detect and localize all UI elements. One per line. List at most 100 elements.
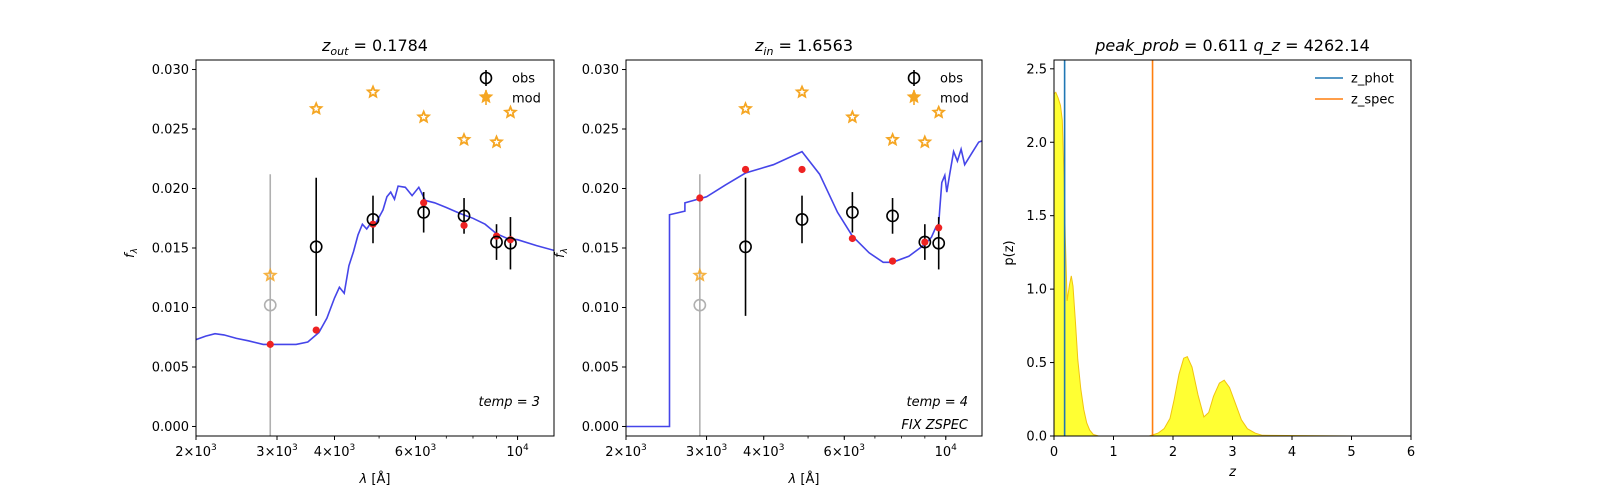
obs-point-5 xyxy=(490,235,503,249)
legend-mod-marker xyxy=(478,89,494,104)
annotation-0: temp = 3 xyxy=(479,395,540,410)
ytick-label-3: 1.5 xyxy=(1026,209,1047,224)
plot-area xyxy=(196,84,554,436)
obs-point-4 xyxy=(886,209,899,223)
ytick-label-2: 0.010 xyxy=(582,301,619,316)
xtick-label-2: 4×103 xyxy=(314,443,355,460)
legend-mod-label: mod xyxy=(940,92,969,107)
model-flux-point-1 xyxy=(312,326,320,334)
obs-point-3 xyxy=(845,205,859,219)
mod-star-1 xyxy=(308,101,324,116)
mod-star-5 xyxy=(917,134,933,149)
xtick-label-4: 4 xyxy=(1288,445,1296,460)
ytick-label-0: 0.000 xyxy=(582,420,619,435)
y-axis-label: fλ xyxy=(123,248,140,258)
mod-star-0 xyxy=(262,267,278,282)
mod-star-0 xyxy=(692,267,708,282)
xtick-label-3: 3 xyxy=(1228,445,1236,460)
panel-title: peak_prob = 0.611 q_z = 4262.14 xyxy=(1094,36,1370,56)
obs-point-1 xyxy=(309,240,323,254)
model-flux-point-0 xyxy=(266,340,274,348)
axes-frame xyxy=(1053,59,1412,437)
y-axis-label: fλ xyxy=(553,248,570,258)
mod-star-6 xyxy=(931,104,947,119)
plot-area xyxy=(626,84,982,436)
legend: z_phot z_spec xyxy=(1315,72,1395,108)
xtick-label-0: 2×103 xyxy=(175,443,216,460)
model-flux-point-1 xyxy=(741,165,750,174)
y-axis-label: p(z) xyxy=(1002,240,1017,265)
legend-z-spec-label: z_spec xyxy=(1351,93,1395,108)
obs-point-3 xyxy=(417,205,431,219)
obs-point-4 xyxy=(457,209,471,223)
model-flux-point-3 xyxy=(848,234,856,243)
legend-mod-marker xyxy=(906,89,922,104)
ytick-label-5: 2.5 xyxy=(1026,62,1047,77)
obs-point-5 xyxy=(918,235,932,249)
obs-point-2 xyxy=(795,213,809,226)
ytick-label-3: 0.015 xyxy=(152,242,189,257)
ytick-label-5: 0.025 xyxy=(582,123,619,138)
legend-mod-label: mod xyxy=(512,92,541,107)
ytick-label-6: 0.030 xyxy=(582,63,619,78)
legend-obs-label: obs xyxy=(512,72,535,87)
pz-panel: 0.0 0.5 1.0 1.5 2.0 2.5 0 1 2 3 4 5 6 peak_prob = 0.6… xyxy=(1002,36,1415,480)
xtick-label-1: 1 xyxy=(1109,445,1117,460)
xtick-label-2: 2 xyxy=(1169,445,1177,460)
sed-panel-2: 0.000 0.005 0.010 0.015 0.020 0.025 0.030 2×103… xyxy=(553,36,983,487)
annotation-1: FIX ZSPEC xyxy=(901,418,969,433)
ytick-label-5: 0.025 xyxy=(152,123,189,138)
sed-panel-1: 0.000 0.005 0.010 0.015 0.020 0.025 0.030 2×103… xyxy=(123,36,555,487)
mod-star-2 xyxy=(365,84,381,99)
annotation-0: temp = 4 xyxy=(907,395,968,410)
xtick-label-0: 0 xyxy=(1050,445,1058,460)
obs-point-6 xyxy=(932,236,946,250)
ytick-label-3: 0.015 xyxy=(582,242,619,257)
ytick-label-2: 1.0 xyxy=(1026,283,1047,298)
x-axis-label: λ [Å] xyxy=(788,471,820,487)
xtick-label-1: 3×103 xyxy=(256,443,297,460)
ytick-label-2: 0.010 xyxy=(152,301,189,316)
ytick-label-0: 0.000 xyxy=(152,420,189,435)
model-flux-point-0 xyxy=(696,194,704,202)
plot-area xyxy=(1054,60,1352,436)
ytick-label-1: 0.005 xyxy=(152,360,189,375)
obs-point-0 xyxy=(693,298,707,312)
obs-point-2 xyxy=(366,213,380,226)
obs-point-6 xyxy=(504,236,517,250)
model-flux-point-6 xyxy=(935,224,943,232)
xtick-label-1: 3×103 xyxy=(686,443,727,460)
axes-frame xyxy=(195,59,555,437)
pz-area xyxy=(1054,91,1352,436)
ytick-label-6: 0.030 xyxy=(152,63,189,78)
xtick-label-0: 2×103 xyxy=(605,443,646,460)
mod-star-6 xyxy=(502,104,518,119)
panel-title: zout = 0.1784 xyxy=(321,36,428,58)
xtick-label-3: 6×103 xyxy=(824,443,865,460)
axes-frame xyxy=(625,59,983,437)
model-flux-point-2 xyxy=(798,165,806,174)
xtick-label-3: 6×103 xyxy=(395,443,436,460)
model-flux-point-2 xyxy=(369,220,377,228)
x-axis-label: z xyxy=(1228,465,1237,480)
model-flux-point-4 xyxy=(460,221,468,229)
obs-point-0 xyxy=(263,298,277,312)
xtick-label-5: 5 xyxy=(1347,445,1355,460)
legend: obs mod xyxy=(906,70,969,107)
legend-obs-marker xyxy=(479,71,493,85)
xtick-label-6: 6 xyxy=(1407,445,1415,460)
mod-star-4 xyxy=(885,131,901,147)
mod-star-3 xyxy=(845,109,860,124)
model-flux-point-3 xyxy=(420,199,428,207)
xtick-label-4: 104 xyxy=(506,443,529,460)
panel-title: zin = 1.6563 xyxy=(754,36,853,58)
ytick-label-0: 0.0 xyxy=(1026,430,1047,445)
legend-obs-marker xyxy=(907,71,921,85)
mod-star-1 xyxy=(738,100,754,116)
legend-z-phot-label: z_phot xyxy=(1351,72,1394,87)
ytick-label-4: 2.0 xyxy=(1026,136,1047,151)
legend: obs mod xyxy=(478,70,541,107)
model-flux-point-5 xyxy=(921,238,929,246)
legend-obs-label: obs xyxy=(940,72,963,87)
